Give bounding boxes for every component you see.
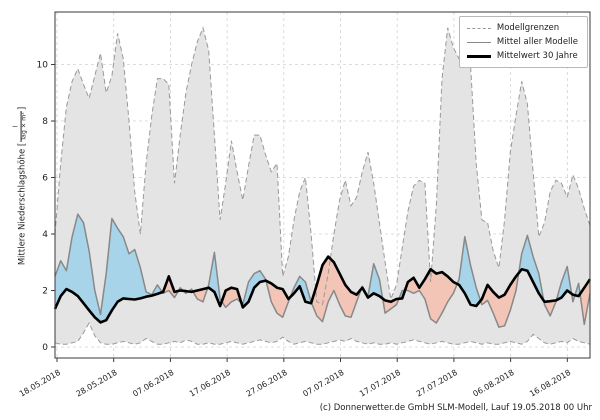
below-normal-fill [543,300,557,316]
model-range-band [55,27,590,345]
x-tick-label: 18.05.2018 [18,368,62,399]
solid-line-sample [466,41,491,43]
legend-item-modellgrenzen: Modellgrenzen [466,21,578,35]
above-normal-fill [518,235,544,301]
legend-item-mittel-aller-modelle: Mittel aller Modelle [466,35,578,49]
mean-30y-line [53,255,592,324]
x-tick-label: 16.08.2018 [528,368,572,399]
x-tick-label: 27.06.2018 [245,368,289,399]
below-normal-fill [311,256,362,322]
above-normal-fill [207,252,222,306]
model-max-line [54,26,591,306]
legend-label: Modellgrenzen [496,23,560,33]
x-tick-label: 07.06.2018 [131,368,175,399]
above-normal-fill [241,270,266,308]
thick-line-sample [466,54,491,58]
legend-label: Mittelwert 30 Jahre [496,51,578,61]
y-tick-label: 8 [42,117,48,127]
legend: Modellgrenzen Mittel aller Modelle Mitte… [458,16,588,68]
x-tick-label: 28.05.2018 [75,368,119,399]
copyright-note: (c) Donnerwetter.de GmbH SLM-Modell, Lau… [319,403,592,413]
below-normal-fill [266,280,291,318]
below-normal-fill [221,287,242,308]
below-normal-fill [480,273,519,328]
unit-fraction: l Tag × m² [13,111,29,142]
x-tick-label: 17.07.2018 [358,368,402,399]
x-tick-label: 27.07.2018 [415,368,459,399]
x-tick-label: 06.08.2018 [471,368,515,399]
below-normal-fill [382,298,399,314]
model-mean-line [54,213,591,328]
legend-label: Mittel aller Modelle [496,37,578,47]
above-normal-fill [290,276,312,304]
y-tick-label: 4 [42,230,48,240]
y-tick-label: 0 [42,343,48,353]
dashed-line-sample [466,27,491,29]
model-min-line [54,321,591,345]
above-normal-fill [361,263,383,299]
legend-item-mittelwert-30-jahre: Mittelwert 30 Jahre [466,49,578,63]
y-axis-label: Mittlere Niederschlagshöhe [l Tag × m²] [13,36,30,336]
y-label-text: Mittlere Niederschlagshöhe [ [17,142,28,266]
x-tick-label: 07.07.2018 [301,368,345,399]
y-tick-label: 2 [42,287,48,297]
above-normal-fill [556,266,572,301]
y-tick-label: 6 [42,174,48,184]
plot-frame [54,11,591,359]
y-label-suffix: ] [17,106,28,111]
x-tick-label: 17.06.2018 [188,368,232,399]
above-normal-fill [55,214,163,323]
y-tick-label: 10 [37,61,49,71]
unit-denominator: Tag × m² [20,112,28,141]
below-normal-fill [404,269,458,323]
